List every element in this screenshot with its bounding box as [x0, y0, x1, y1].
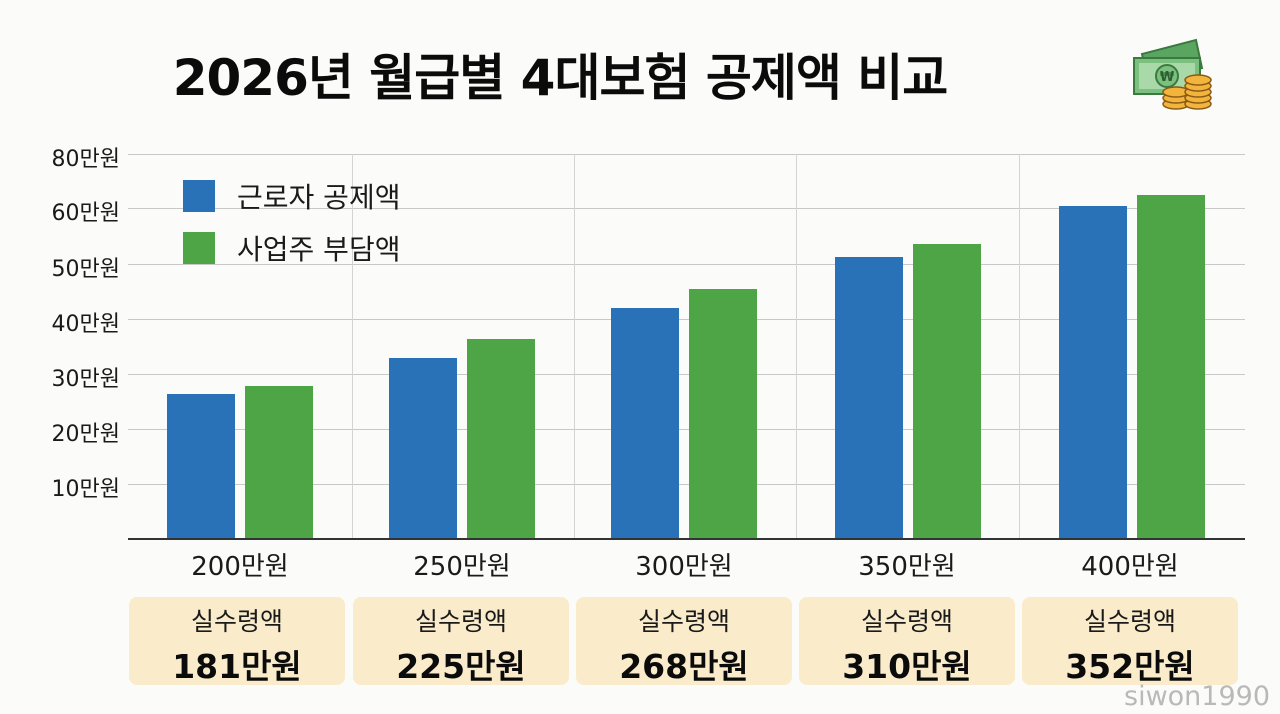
y-tick-label: 40만원: [51, 312, 120, 337]
net-pay-value: 310만원: [842, 647, 972, 686]
net-pay-value: 352만원: [1065, 647, 1195, 686]
net-pay-label: 실수령액: [1083, 607, 1176, 636]
y-tick-label: 30만원: [51, 367, 120, 392]
gridline: [128, 319, 1245, 320]
net-pay-label: 실수령액: [190, 607, 283, 636]
net-pay-label: 실수령액: [414, 607, 507, 636]
bar-employer-contribution: [1137, 195, 1205, 539]
net-pay-box: 실수령액 310만원: [799, 597, 1015, 686]
x-tick-label: 300만원: [635, 552, 733, 582]
chart-title: 2026년 월급별 4대보험 공제액 비교: [172, 49, 949, 107]
bar-employee-deduction: [835, 256, 903, 539]
bar-employee-deduction: [1059, 206, 1127, 539]
legend-swatch-green: [183, 232, 215, 264]
gridline: [128, 374, 1245, 375]
gridline: [128, 264, 1245, 265]
vertical-gridline: [796, 154, 797, 539]
legend-label: 사업주 부담액: [237, 233, 401, 266]
y-tick-label: 10만원: [51, 477, 120, 502]
vertical-gridline: [352, 154, 353, 539]
bar-employee-deduction: [611, 308, 679, 539]
x-tick-label: 400만원: [1081, 552, 1179, 582]
bar-employer-contribution: [689, 288, 757, 539]
net-pay-label: 실수령액: [637, 607, 730, 636]
legend-swatch-blue: [183, 180, 215, 212]
y-tick-label: 60만원: [51, 201, 120, 226]
x-tick-label: 350만원: [858, 552, 956, 582]
net-pay-box: 실수령액 352만원: [1022, 597, 1238, 686]
gridline: [128, 208, 1245, 209]
net-pay-box: 실수령액 268만원: [576, 597, 792, 686]
gridline: [128, 154, 1245, 155]
vertical-gridline: [1019, 154, 1020, 539]
legend-item-employee: 근로자 공제액: [183, 170, 400, 222]
bar-employee-deduction: [389, 357, 457, 539]
net-pay-box: 실수령액 225만원: [353, 597, 569, 686]
net-pay-label: 실수령액: [860, 607, 953, 636]
net-pay-value: 268만원: [619, 647, 749, 686]
legend: 근로자 공제액 사업주 부담액: [183, 170, 400, 274]
legend-item-employer: 사업주 부담액: [183, 222, 400, 274]
money-bills-coins-icon: ₩: [1133, 38, 1212, 110]
y-tick-label: 80만원: [51, 147, 120, 172]
svg-text:₩: ₩: [1160, 70, 1175, 85]
x-tick-label: 200만원: [191, 552, 289, 582]
x-axis-line: [128, 538, 1245, 540]
gridline: [128, 484, 1245, 485]
net-pay-value: 181만원: [172, 647, 302, 686]
bar-employer-contribution: [467, 339, 535, 539]
gridline: [128, 429, 1245, 430]
watermark: siwon1990: [1124, 681, 1270, 712]
bar-employer-contribution: [245, 386, 313, 539]
net-pay-box: 실수령액 181만원: [129, 597, 345, 686]
vertical-gridline: [574, 154, 575, 539]
legend-label: 근로자 공제액: [237, 181, 401, 214]
y-tick-label: 50만원: [51, 257, 120, 282]
y-tick-label: 20만원: [51, 422, 120, 447]
bar-employee-deduction: [167, 393, 235, 539]
x-tick-label: 250만원: [413, 552, 511, 582]
net-pay-value: 225만원: [396, 647, 526, 686]
bar-employer-contribution: [913, 244, 981, 539]
